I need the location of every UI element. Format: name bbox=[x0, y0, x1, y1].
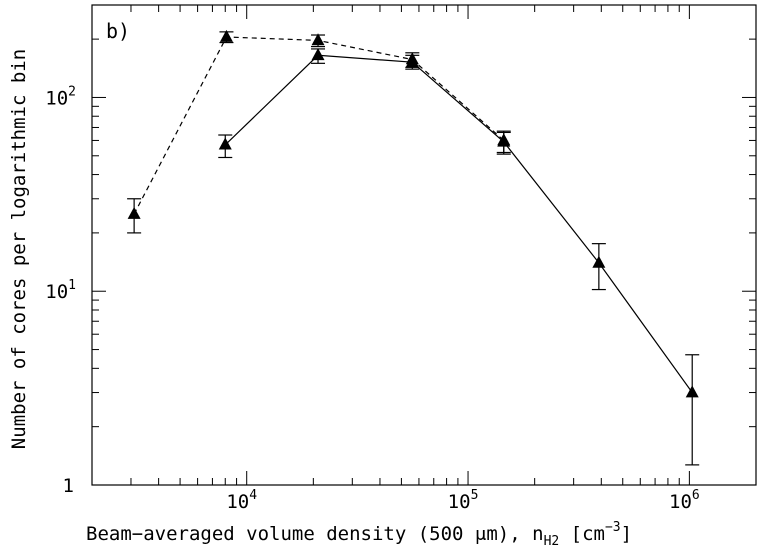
axis-tick-labels: 104 105 106 1 101 102 bbox=[45, 84, 699, 513]
data-point-triangle bbox=[497, 134, 511, 147]
series-solid bbox=[218, 48, 700, 466]
data-point-triangle bbox=[311, 33, 325, 46]
data-point-triangle bbox=[311, 48, 325, 61]
x-tick-label: 106 bbox=[669, 488, 700, 513]
data-point-triangle bbox=[219, 29, 233, 42]
data-point-triangle bbox=[592, 255, 606, 268]
series-layer bbox=[127, 29, 700, 466]
x-axis-title: Beam−averaged volume density (500 μm), n… bbox=[86, 520, 632, 549]
y-axis-title: Number of cores per logarithmic bin bbox=[8, 49, 30, 449]
plot-frame bbox=[91, 4, 757, 486]
panel-label: b) bbox=[106, 19, 130, 43]
series-dashed bbox=[127, 29, 511, 234]
x-tick-label: 104 bbox=[226, 488, 257, 513]
series-line-solid bbox=[224, 54, 693, 393]
data-point-triangle bbox=[685, 385, 699, 398]
data-point-triangle bbox=[405, 55, 419, 68]
y-tick-label: 1 bbox=[63, 475, 74, 497]
data-point-triangle bbox=[127, 206, 141, 219]
y-tick-label: 102 bbox=[45, 84, 76, 109]
data-point-triangle bbox=[218, 137, 232, 150]
x-tick-label: 105 bbox=[448, 488, 479, 513]
axis-ticks bbox=[91, 4, 757, 486]
y-tick-label: 101 bbox=[45, 278, 76, 303]
